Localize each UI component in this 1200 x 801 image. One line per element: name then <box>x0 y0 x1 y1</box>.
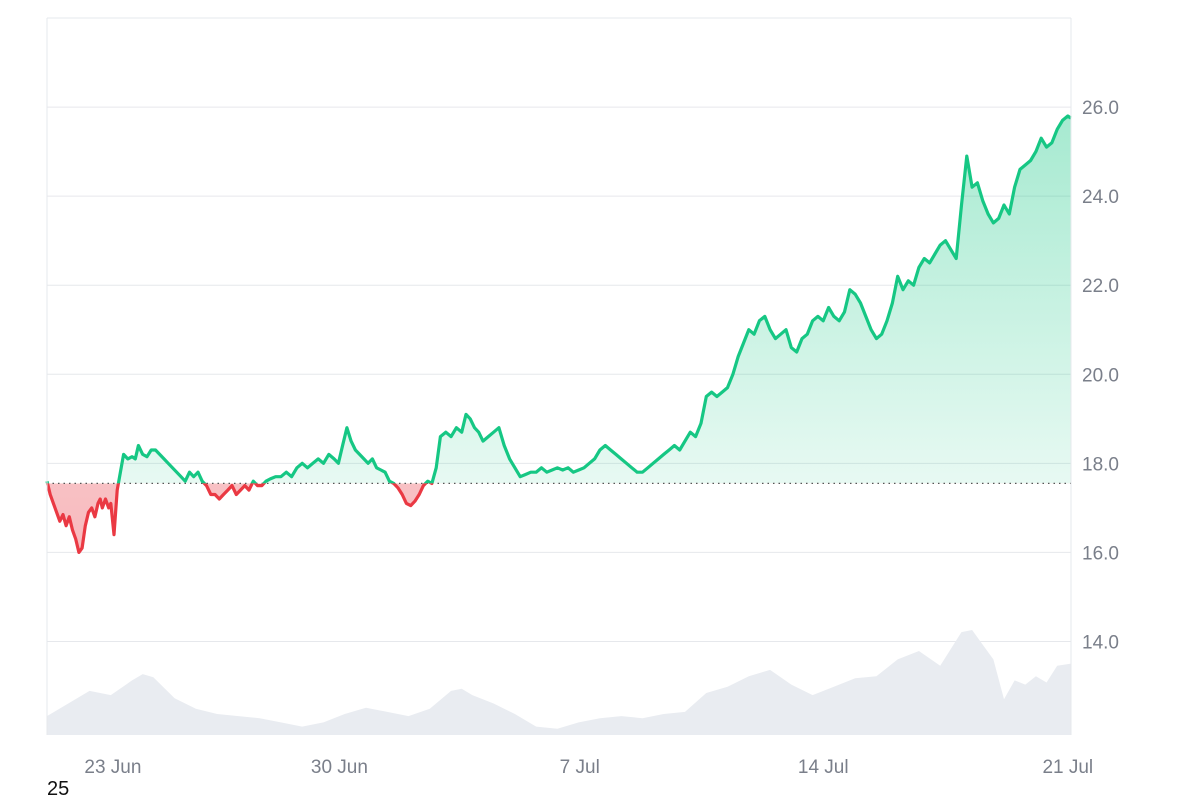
y-tick-label: 20.0 <box>1082 365 1119 386</box>
footer-label: 25 <box>47 778 70 800</box>
y-tick-label: 18.0 <box>1082 454 1119 475</box>
area-fill-up <box>47 116 1071 484</box>
x-tick-label: 23 Jun <box>84 757 141 778</box>
x-tick-label: 30 Jun <box>311 757 368 778</box>
y-tick-label: 14.0 <box>1082 632 1119 653</box>
y-axis-ticks: 14.0 16.0 18.0 20.0 22.0 24.0 26.0 <box>1082 98 1119 653</box>
area-fills <box>47 116 1071 553</box>
x-tick-label: 14 Jul <box>798 757 849 778</box>
y-tick-label: 24.0 <box>1082 187 1119 208</box>
y-tick-label: 26.0 <box>1082 98 1119 119</box>
price-lines <box>45 114 1072 554</box>
grid-lines <box>47 106 1071 642</box>
x-axis-ticks: 23 Jun 30 Jun 7 Jul 14 Jul 21 Jul <box>84 757 1093 778</box>
price-line-up <box>45 114 1072 484</box>
x-tick-label: 21 Jul <box>1042 757 1093 778</box>
y-tick-label: 22.0 <box>1082 276 1119 297</box>
y-tick-label: 16.0 <box>1082 543 1119 564</box>
x-tick-label: 7 Jul <box>560 757 600 778</box>
volume-area <box>47 630 1071 735</box>
